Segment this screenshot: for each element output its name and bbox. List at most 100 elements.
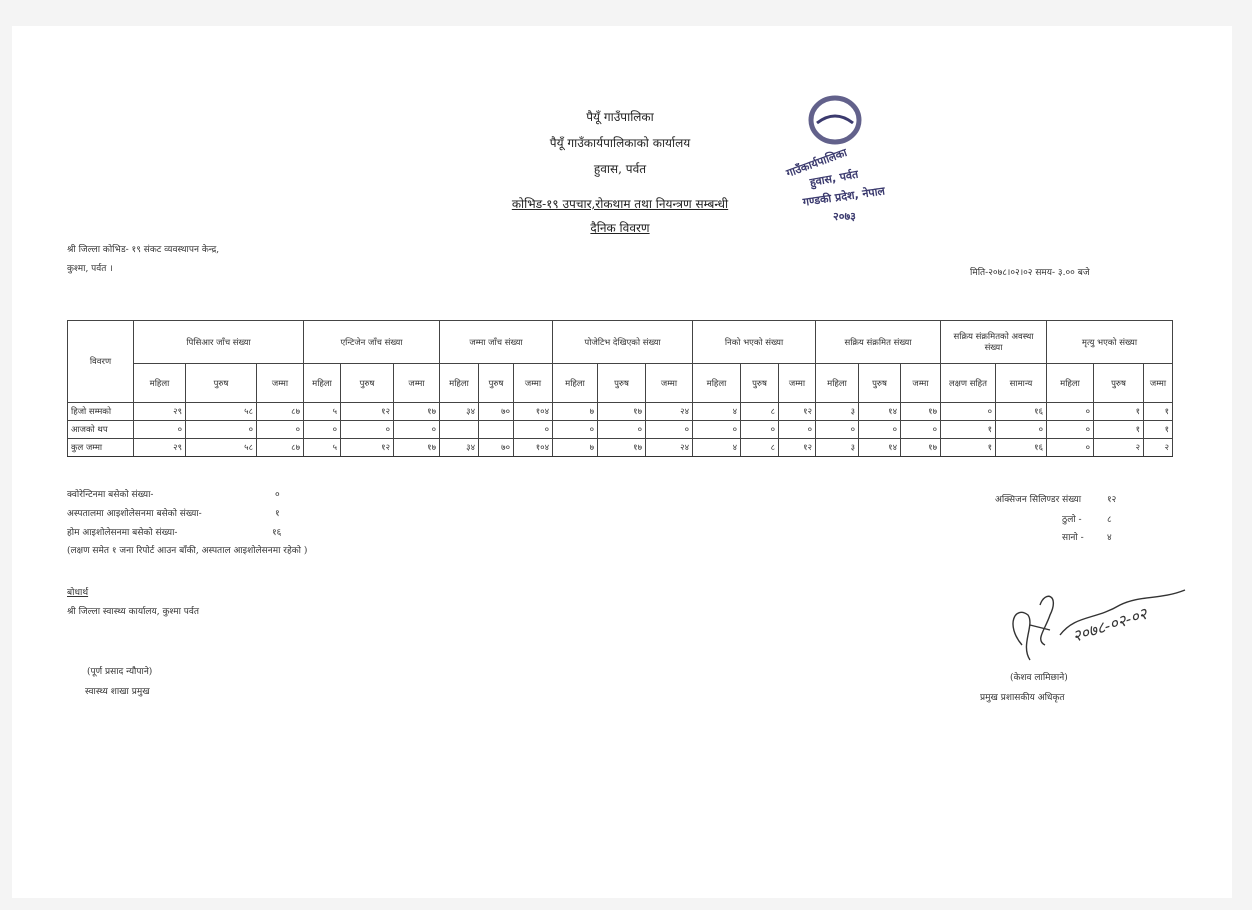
table-cell: ३४ — [439, 438, 479, 457]
oxygen-label: अक्सिजन सिलिण्डर संख्या — [995, 495, 1082, 505]
table-cell: २ — [1093, 438, 1144, 457]
column-subheader: पुरुष — [478, 363, 514, 403]
table-cell: ० — [1046, 438, 1094, 457]
table-cell: ५८ — [185, 402, 257, 421]
oxygen-big-label: ठुलो - — [1062, 515, 1082, 525]
table-cell: ७० — [478, 402, 514, 421]
table-cell: १२ — [340, 438, 394, 457]
column-group-header: पोजेटिभ देखिएको संख्या — [552, 320, 693, 364]
table-cell: ० — [597, 420, 646, 439]
column-subheader: पुरुष — [1093, 363, 1144, 403]
table-cell: १७ — [900, 402, 941, 421]
table-cell: १२ — [778, 438, 816, 457]
office-address: हुवास, पर्वत — [593, 162, 647, 176]
column-subheader: महिला — [552, 363, 598, 403]
table-cell: ० — [185, 420, 257, 439]
table-cell — [439, 420, 479, 439]
quarantine-label: क्वोरेन्टिनमा बसेको संख्या- — [67, 490, 154, 500]
right-signatory-name: (केशव लामिछाने) — [1010, 673, 1068, 683]
table-cell: ० — [778, 420, 816, 439]
document-page — [12, 26, 1232, 898]
table-cell: १६ — [995, 402, 1047, 421]
row-label: आजको थप — [67, 420, 134, 439]
column-subheader: महिला — [1046, 363, 1094, 403]
column-subheader: जम्मा — [645, 363, 693, 403]
column-subheader: जम्मा — [513, 363, 553, 403]
table-cell: १०४ — [513, 402, 553, 421]
column-subheader: महिला — [133, 363, 186, 403]
oxygen-value: १२ — [1107, 495, 1117, 505]
table-cell: ० — [513, 420, 553, 439]
table-cell: ३ — [815, 438, 859, 457]
hospital-isolation-value: १ — [275, 509, 280, 519]
table-cell: ० — [645, 420, 693, 439]
office-subname: पैयूँ गाउँकार्यपालिकाको कार्यालय — [549, 136, 691, 150]
office-seal-stamp: गाउँकार्यपालिका हुवास, पर्वत गण्डकी प्रद… — [783, 95, 886, 223]
recipient-line2: कुश्मा, पर्वत । — [67, 264, 113, 274]
table-cell — [478, 420, 514, 439]
table-cell: २४ — [645, 438, 693, 457]
table-cell: ० — [393, 420, 440, 439]
column-subheader: महिला — [692, 363, 741, 403]
remark: (लक्षण समेत १ जना रिपोर्ट आउन बाँकी, अस्… — [67, 546, 308, 556]
table-cell: १७ — [597, 438, 646, 457]
home-isolation-value: १६ — [272, 528, 282, 538]
table-cell: ५ — [303, 438, 341, 457]
column-group-header: एन्टिजेन जाँच संख्या — [303, 320, 440, 364]
table-cell: ० — [1046, 402, 1094, 421]
column-group-header: मृत्यु भएको संख्या — [1046, 320, 1173, 364]
table-cell: ० — [1046, 420, 1094, 439]
column-subheader: पुरुष — [340, 363, 394, 403]
table-cell: ० — [858, 420, 901, 439]
table-cell: १७ — [597, 402, 646, 421]
covid-daily-table: विवरण पिसिआर जाँच संख्या एन्टिजेन जाँच सं… — [67, 320, 1173, 457]
table-row: कुल जम्मा २९ ५८ ८७ ५ १२ १७ ३४ ७० १०४ ७ १७ २४ ४ ८ १२ ३ १४ १… — [67, 438, 1173, 457]
table-cell: १६ — [995, 438, 1047, 457]
table-cell: १२ — [340, 402, 394, 421]
table-cell: १ — [940, 420, 996, 439]
table-cell: १४ — [858, 402, 901, 421]
oxygen-small-value: ४ — [1107, 533, 1112, 543]
column-subheader: पुरुष — [597, 363, 646, 403]
table-cell: ५ — [303, 402, 341, 421]
table-cell: १७ — [393, 402, 440, 421]
table-cell: ४ — [692, 402, 741, 421]
column-subheader: जम्मा — [900, 363, 941, 403]
handwritten-signature: २०७८-०२-०२ — [1012, 589, 1186, 661]
row-label: हिजो सम्मको — [67, 402, 134, 421]
table-cell: २४ — [645, 402, 693, 421]
table-cell: ३४ — [439, 402, 479, 421]
recipient-line1: श्री जिल्ला कोभिड- १९ संकट व्यवस्थापन के… — [67, 245, 220, 255]
column-group-header: निको भएको संख्या — [692, 320, 816, 364]
column-group-header: सक्रिय संक्रमितको अवस्था संख्या — [940, 320, 1047, 364]
column-subheader: लक्षण सहित — [940, 363, 996, 403]
table-cell: ७ — [552, 438, 598, 457]
table-cell: ८७ — [256, 438, 304, 457]
column-subheader: महिला — [439, 363, 479, 403]
office-name: पैयूँ गाउँपालिका — [586, 110, 654, 124]
column-group-header: पिसिआर जाँच संख्या — [133, 320, 304, 364]
cc-line: श्री जिल्ला स्वास्थ्य कार्यालय, कुश्मा प… — [67, 607, 200, 617]
row-header: विवरण — [67, 320, 134, 403]
table-cell: १ — [1143, 402, 1173, 421]
column-group-header: सक्रिय संक्रमित संख्या — [815, 320, 941, 364]
table-cell: ० — [552, 420, 598, 439]
table-cell: २९ — [133, 402, 186, 421]
home-isolation-label: होम आइशोलेसनमा बसेको संख्या- — [67, 528, 178, 538]
right-signatory-title: प्रमुख प्रशासकीय अधिकृत — [980, 693, 1065, 703]
oxygen-small-label: सानो - — [1062, 533, 1084, 543]
table-cell: ० — [740, 420, 779, 439]
table-cell: ८ — [740, 438, 779, 457]
date-time: मिति-२०७८।०२।०२ समय- ३.०० बजे — [970, 268, 1090, 278]
column-subheader: जम्मा — [256, 363, 304, 403]
column-subheader: जम्मा — [393, 363, 440, 403]
column-subheader: महिला — [815, 363, 859, 403]
table-cell: ० — [303, 420, 341, 439]
table-cell: ० — [940, 402, 996, 421]
hospital-isolation-label: अस्पतालमा आइशोलेसनमा बसेको संख्या- — [67, 509, 202, 519]
report-title: कोभिड-१९ उपचार,रोकथाम तथा नियन्त्रण सम्ब… — [511, 197, 729, 211]
table-cell: १२ — [778, 402, 816, 421]
row-label: कुल जम्मा — [67, 438, 134, 457]
column-subheader: पुरुष — [740, 363, 779, 403]
table-cell: १०४ — [513, 438, 553, 457]
